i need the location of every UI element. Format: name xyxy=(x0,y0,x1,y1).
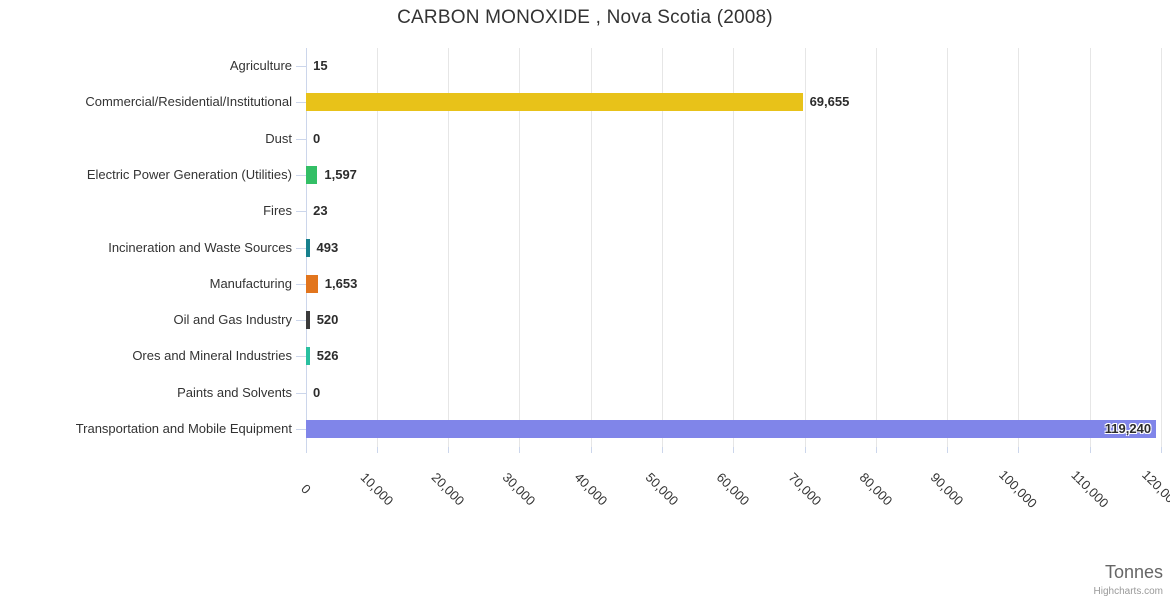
value-label: 69,655 xyxy=(809,94,850,110)
category-label: Transportation and Mobile Equipment xyxy=(75,420,292,436)
y-axis-tick xyxy=(295,66,306,68)
y-axis-tick xyxy=(295,174,306,176)
bar[interactable] xyxy=(306,419,1157,438)
x-axis-label: 10,000 xyxy=(357,469,397,509)
x-axis-title: Tonnes xyxy=(1104,562,1163,582)
x-axis-tick xyxy=(590,447,592,453)
gridline xyxy=(376,48,378,447)
y-axis-tick xyxy=(295,428,306,430)
value-label: 1,653 xyxy=(324,275,358,291)
x-axis-label: 40,000 xyxy=(571,469,611,509)
x-axis-tick xyxy=(448,447,450,453)
value-label: 526 xyxy=(316,348,339,364)
x-axis-tick xyxy=(1089,447,1091,453)
category-label: Paints and Solvents xyxy=(177,384,292,400)
x-axis-tick xyxy=(519,447,521,453)
value-label: 119,240 xyxy=(1104,420,1152,436)
bar[interactable] xyxy=(306,238,310,257)
value-label: 1,597 xyxy=(324,166,357,182)
bar[interactable] xyxy=(306,347,310,366)
y-axis-tick xyxy=(295,356,306,358)
x-axis-label: 80,000 xyxy=(856,469,896,509)
x-axis-label: 0 xyxy=(297,481,314,497)
gridline xyxy=(875,48,877,447)
x-axis-label: 30,000 xyxy=(500,469,539,509)
x-axis-tick xyxy=(1161,447,1162,453)
value-label: 493 xyxy=(316,239,339,255)
gridline xyxy=(590,48,592,447)
y-axis-tick xyxy=(295,283,306,285)
category-label: Manufacturing xyxy=(209,275,292,291)
x-axis-label: 100,000 xyxy=(996,467,1041,511)
value-label: 0 xyxy=(313,130,321,146)
x-axis-tick xyxy=(947,447,949,453)
y-axis-tick xyxy=(295,320,306,322)
x-axis-tick xyxy=(305,447,307,453)
x-axis-label: 50,000 xyxy=(642,469,682,509)
y-axis-tick xyxy=(295,138,306,140)
x-axis-label: 60,000 xyxy=(713,469,753,509)
gridline xyxy=(448,48,450,447)
category-label: Dust xyxy=(265,130,292,146)
bar[interactable] xyxy=(306,93,803,112)
x-axis-tick xyxy=(875,447,877,453)
x-axis-label: 90,000 xyxy=(927,469,967,509)
category-label: Incineration and Waste Sources xyxy=(108,239,292,255)
gridline xyxy=(804,48,806,447)
category-label: Commercial/Residential/Institutional xyxy=(85,94,292,110)
chart-title: CARBON MONOXIDE , Nova Scotia (2008) xyxy=(397,7,773,28)
x-axis-tick xyxy=(661,447,663,453)
x-axis-tick xyxy=(804,447,806,453)
bar[interactable] xyxy=(306,311,310,330)
y-axis-tick xyxy=(295,392,306,394)
y-axis-tick xyxy=(295,247,306,249)
y-axis-tick xyxy=(295,102,306,104)
category-label: Ores and Mineral Industries xyxy=(132,348,292,364)
x-axis-tick xyxy=(376,447,378,453)
category-label: Oil and Gas Industry xyxy=(173,312,293,328)
gridline xyxy=(519,48,521,447)
gridline xyxy=(733,48,735,447)
bar[interactable] xyxy=(306,274,318,293)
y-axis-tick xyxy=(295,211,306,213)
value-label: 0 xyxy=(313,384,321,400)
x-axis-tick xyxy=(733,447,735,453)
x-axis-label: 120,000 xyxy=(1139,467,1170,511)
gridline xyxy=(661,48,663,447)
bar[interactable] xyxy=(306,165,318,184)
value-label: 15 xyxy=(313,58,328,74)
category-label: Electric Power Generation (Utilities) xyxy=(86,166,292,182)
value-label: 520 xyxy=(316,312,339,328)
x-axis-label: 110,000 xyxy=(1068,467,1112,511)
x-axis-tick xyxy=(1018,447,1020,453)
gridline xyxy=(947,48,949,447)
gridline xyxy=(1161,48,1162,447)
gridline xyxy=(1089,48,1091,447)
value-label: 23 xyxy=(313,203,328,219)
category-label: Fires xyxy=(263,203,292,219)
highcharts-credit-link[interactable]: Highcharts.com xyxy=(1093,586,1163,597)
category-label: Agriculture xyxy=(229,58,292,74)
gridline xyxy=(1018,48,1020,447)
x-axis-label: 20,000 xyxy=(428,469,468,509)
x-axis-label: 70,000 xyxy=(785,469,824,509)
